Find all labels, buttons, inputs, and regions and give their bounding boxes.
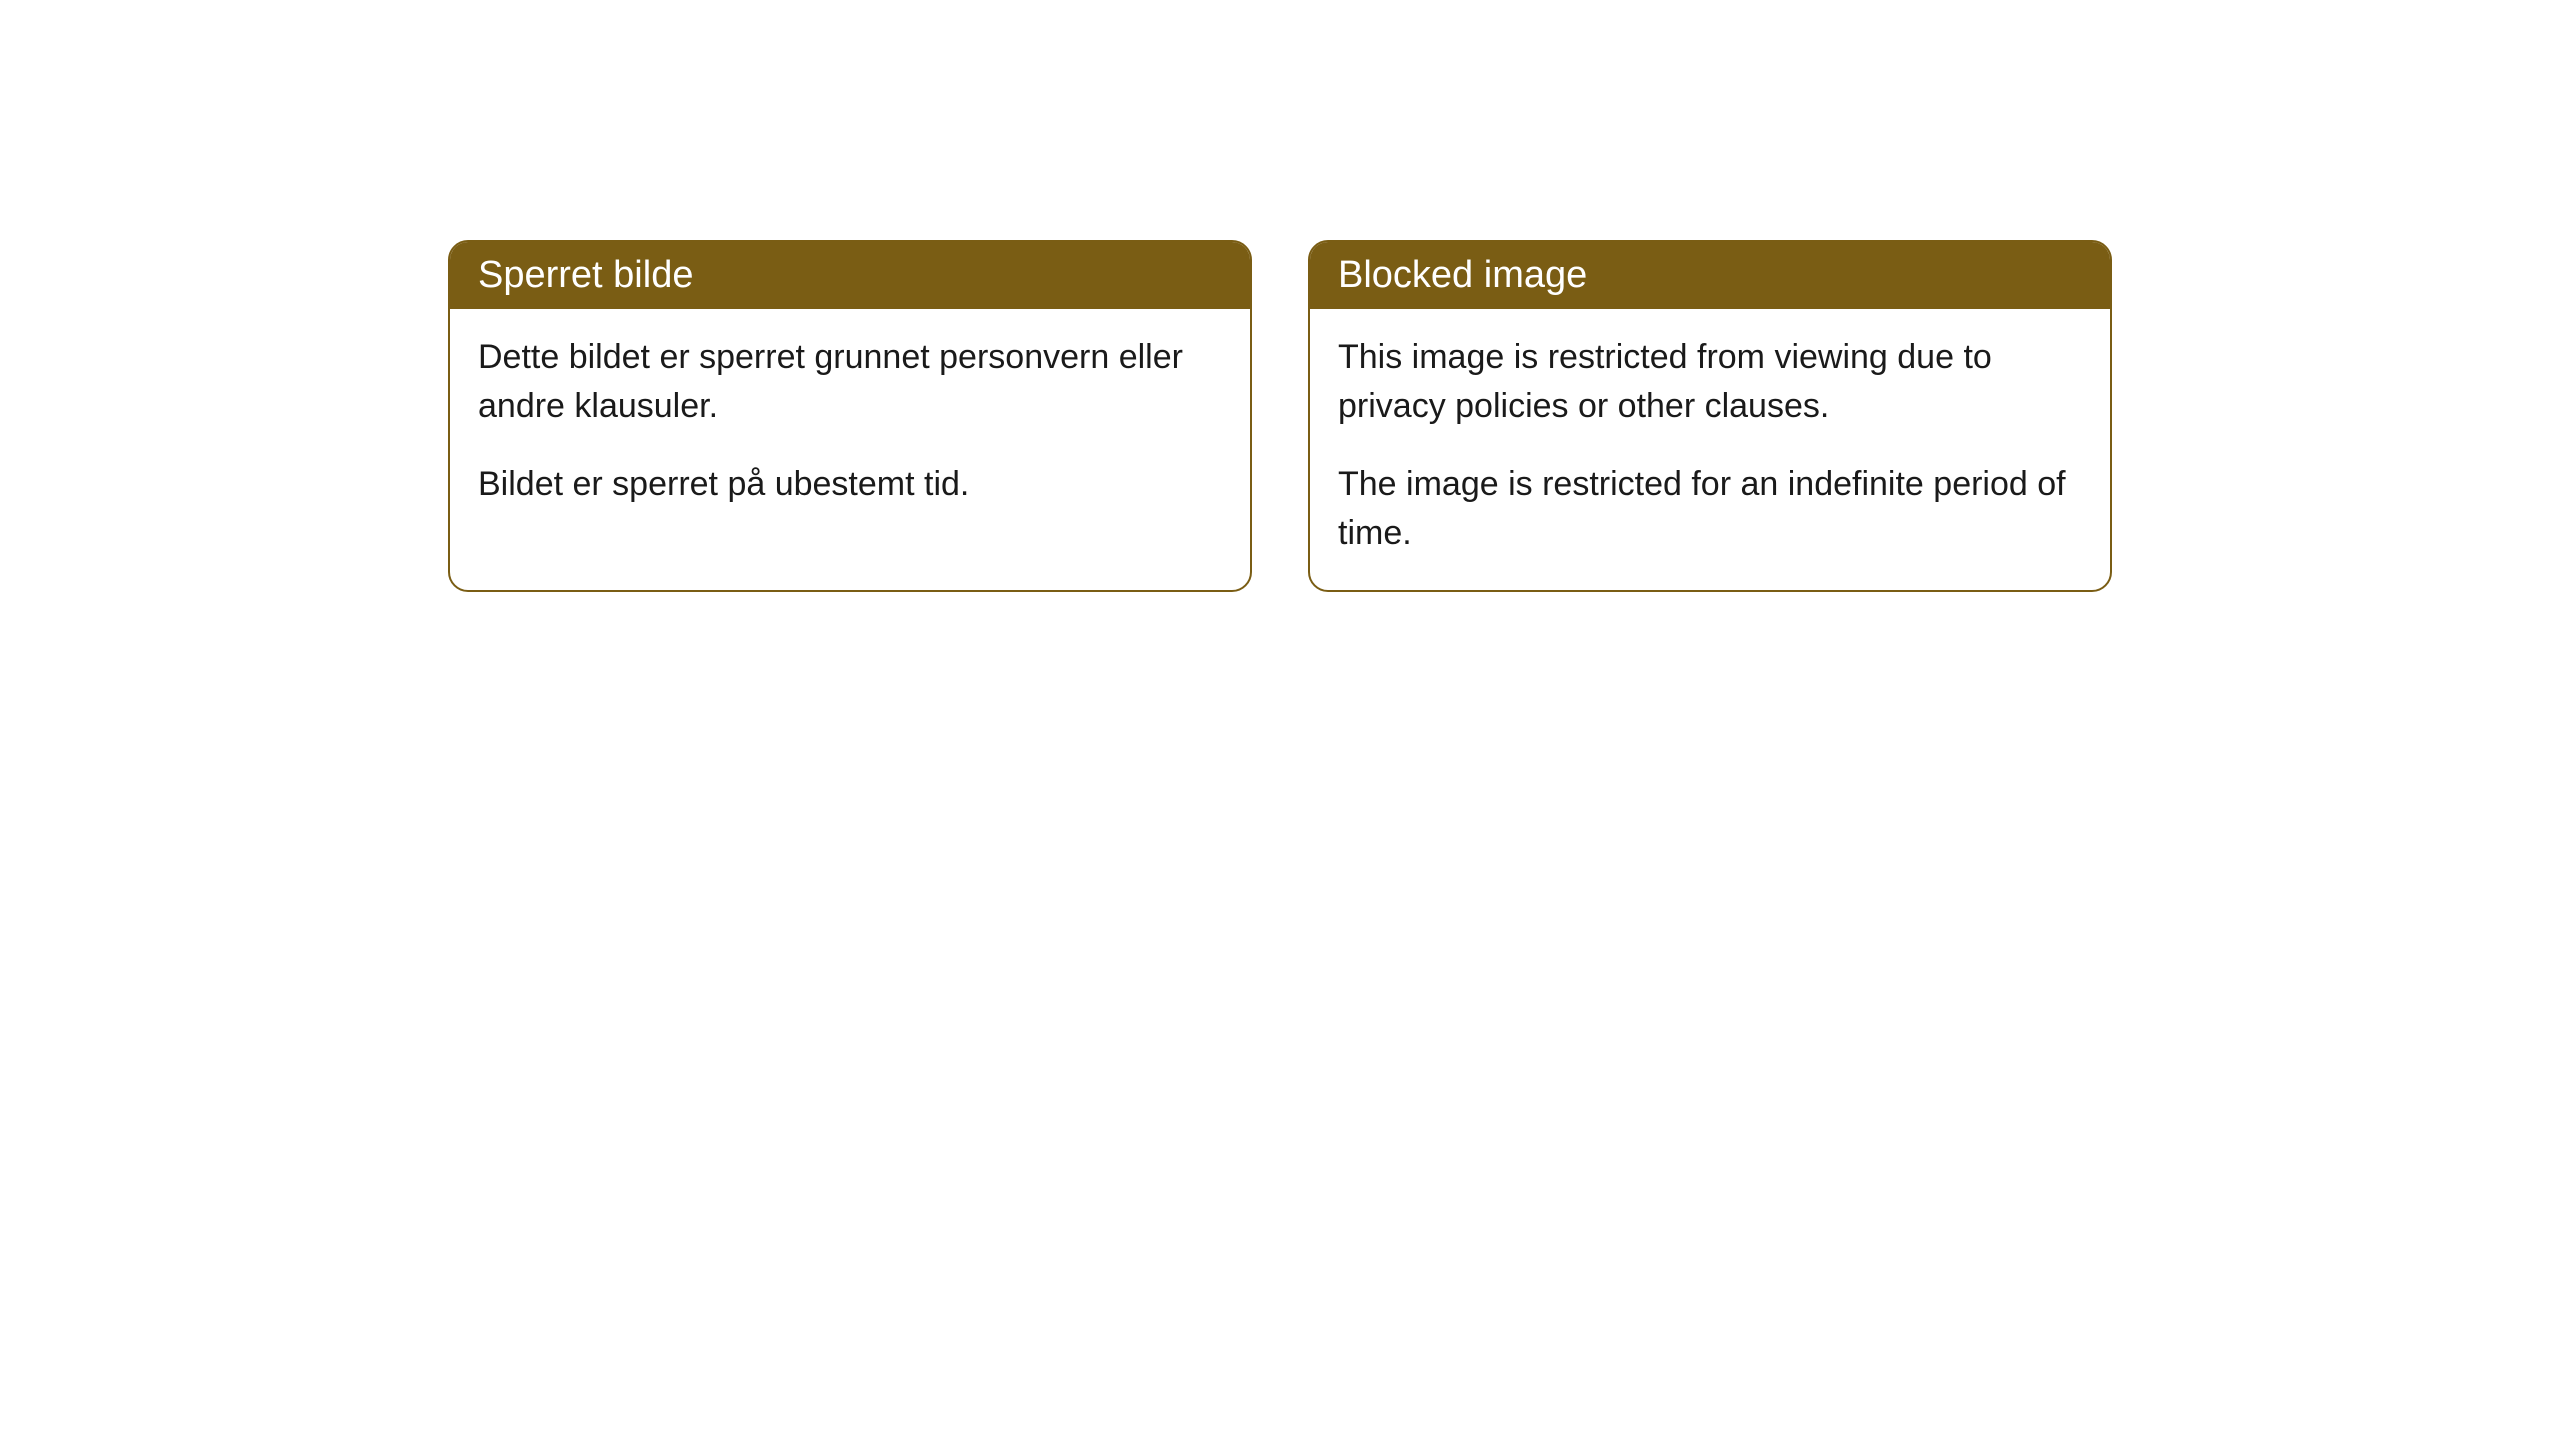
card-header-norwegian: Sperret bilde xyxy=(450,242,1250,309)
card-paragraph-2-english: The image is restricted for an indefinit… xyxy=(1338,460,2082,559)
notice-card-english: Blocked image This image is restricted f… xyxy=(1308,240,2112,592)
card-paragraph-1-english: This image is restricted from viewing du… xyxy=(1338,333,2082,432)
card-paragraph-2-norwegian: Bildet er sperret på ubestemt tid. xyxy=(478,460,1222,509)
card-body-norwegian: Dette bildet er sperret grunnet personve… xyxy=(450,309,1250,541)
card-paragraph-1-norwegian: Dette bildet er sperret grunnet personve… xyxy=(478,333,1222,432)
notice-cards-container: Sperret bilde Dette bildet er sperret gr… xyxy=(448,240,2560,592)
card-header-english: Blocked image xyxy=(1310,242,2110,309)
notice-card-norwegian: Sperret bilde Dette bildet er sperret gr… xyxy=(448,240,1252,592)
card-body-english: This image is restricted from viewing du… xyxy=(1310,309,2110,590)
card-title-norwegian: Sperret bilde xyxy=(478,254,693,296)
card-title-english: Blocked image xyxy=(1338,254,1587,296)
